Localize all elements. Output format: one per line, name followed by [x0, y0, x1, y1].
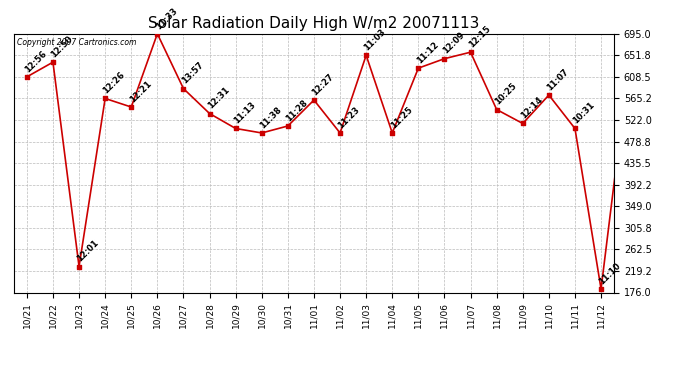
- Text: 12:01: 12:01: [75, 238, 101, 264]
- Point: [178, 86, 189, 92]
- Text: 12:21: 12:21: [128, 79, 153, 104]
- Title: Solar Radiation Daily High W/m2 20071113: Solar Radiation Daily High W/m2 20071113: [148, 16, 480, 31]
- Text: 11:07: 11:07: [545, 67, 571, 92]
- Text: 12:14: 12:14: [519, 95, 544, 121]
- Point: [48, 59, 59, 65]
- Text: 11:03: 11:03: [362, 27, 388, 53]
- Text: 11:23: 11:23: [337, 105, 362, 130]
- Text: 12:27: 12:27: [310, 72, 335, 97]
- Point: [99, 96, 110, 102]
- Text: 11:13: 11:13: [232, 100, 257, 126]
- Text: 11:53: 11:53: [0, 374, 1, 375]
- Point: [74, 264, 85, 270]
- Point: [308, 97, 319, 103]
- Text: 13:57: 13:57: [180, 61, 205, 86]
- Point: [518, 120, 529, 126]
- Text: 12:56: 12:56: [23, 49, 48, 74]
- Text: 11:10: 11:10: [598, 261, 623, 286]
- Point: [439, 56, 450, 62]
- Point: [256, 130, 267, 136]
- Point: [152, 31, 163, 37]
- Text: 12:09: 12:09: [441, 31, 466, 56]
- Text: 10:31: 10:31: [571, 100, 597, 126]
- Point: [543, 92, 554, 98]
- Text: 12:26: 12:26: [101, 70, 127, 96]
- Point: [204, 111, 215, 117]
- Point: [491, 106, 502, 112]
- Text: 12:31: 12:31: [206, 86, 231, 111]
- Text: 12:50: 12:50: [50, 34, 75, 59]
- Point: [282, 123, 293, 129]
- Text: 10:25: 10:25: [493, 81, 518, 107]
- Point: [21, 74, 32, 80]
- Text: 11:28: 11:28: [284, 98, 310, 123]
- Point: [126, 104, 137, 110]
- Text: 12:15: 12:15: [467, 24, 493, 50]
- Point: [335, 130, 346, 136]
- Text: 11:33: 11:33: [154, 6, 179, 31]
- Point: [361, 52, 372, 58]
- Point: [465, 49, 476, 55]
- Point: [595, 286, 607, 292]
- Text: 11:25: 11:25: [388, 105, 414, 130]
- Text: 11:12: 11:12: [415, 40, 440, 65]
- Point: [569, 126, 580, 132]
- Point: [622, 74, 633, 80]
- Text: Copyright 2007 Cartronics.com: Copyright 2007 Cartronics.com: [17, 38, 136, 46]
- Text: 11:38: 11:38: [258, 105, 284, 130]
- Point: [386, 130, 397, 136]
- Point: [230, 126, 241, 132]
- Point: [413, 65, 424, 71]
